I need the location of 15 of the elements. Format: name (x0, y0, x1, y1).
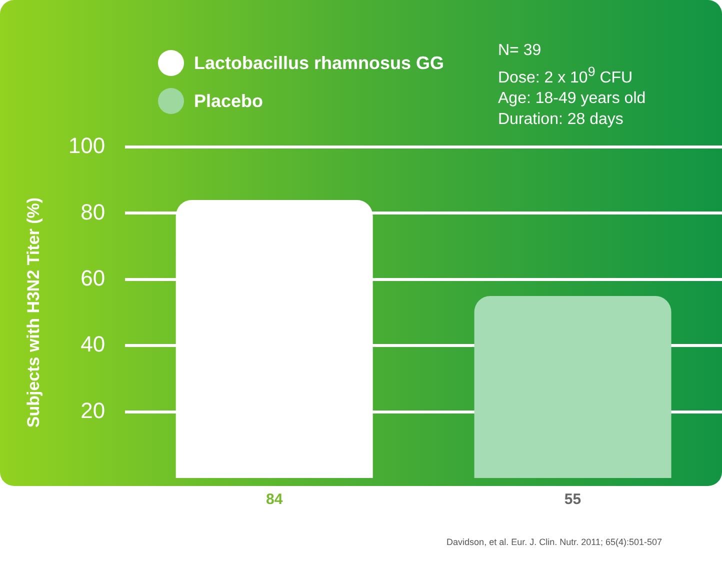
y-tick-label: 80 (80, 199, 106, 224)
text: N= 39 (498, 41, 542, 61)
y-tick-label: 20 (80, 398, 106, 423)
legend-label: Placebo (194, 90, 264, 112)
data-label: 55 (564, 491, 582, 508)
text: Age: 18-49 years old (498, 89, 646, 110)
y-tick-label: 100 (68, 133, 106, 158)
data-label: 84 (266, 491, 284, 508)
y-tick-label: 60 (80, 265, 106, 290)
y-tick-label: 40 (80, 332, 106, 357)
text: Davidson, et al. Eur. J. Clin. Nutr. 2011; 65(4):501-507 (446, 537, 662, 547)
text: Dose: 2 x 10$^{9}$ CFU (498, 63, 634, 88)
legend-label: Lactobacillus rhamnosus GG (194, 52, 444, 74)
text: Duration: 28 days (498, 110, 624, 130)
y-axis-title: Subjects with H3N2 Titer (%) (24, 197, 43, 428)
